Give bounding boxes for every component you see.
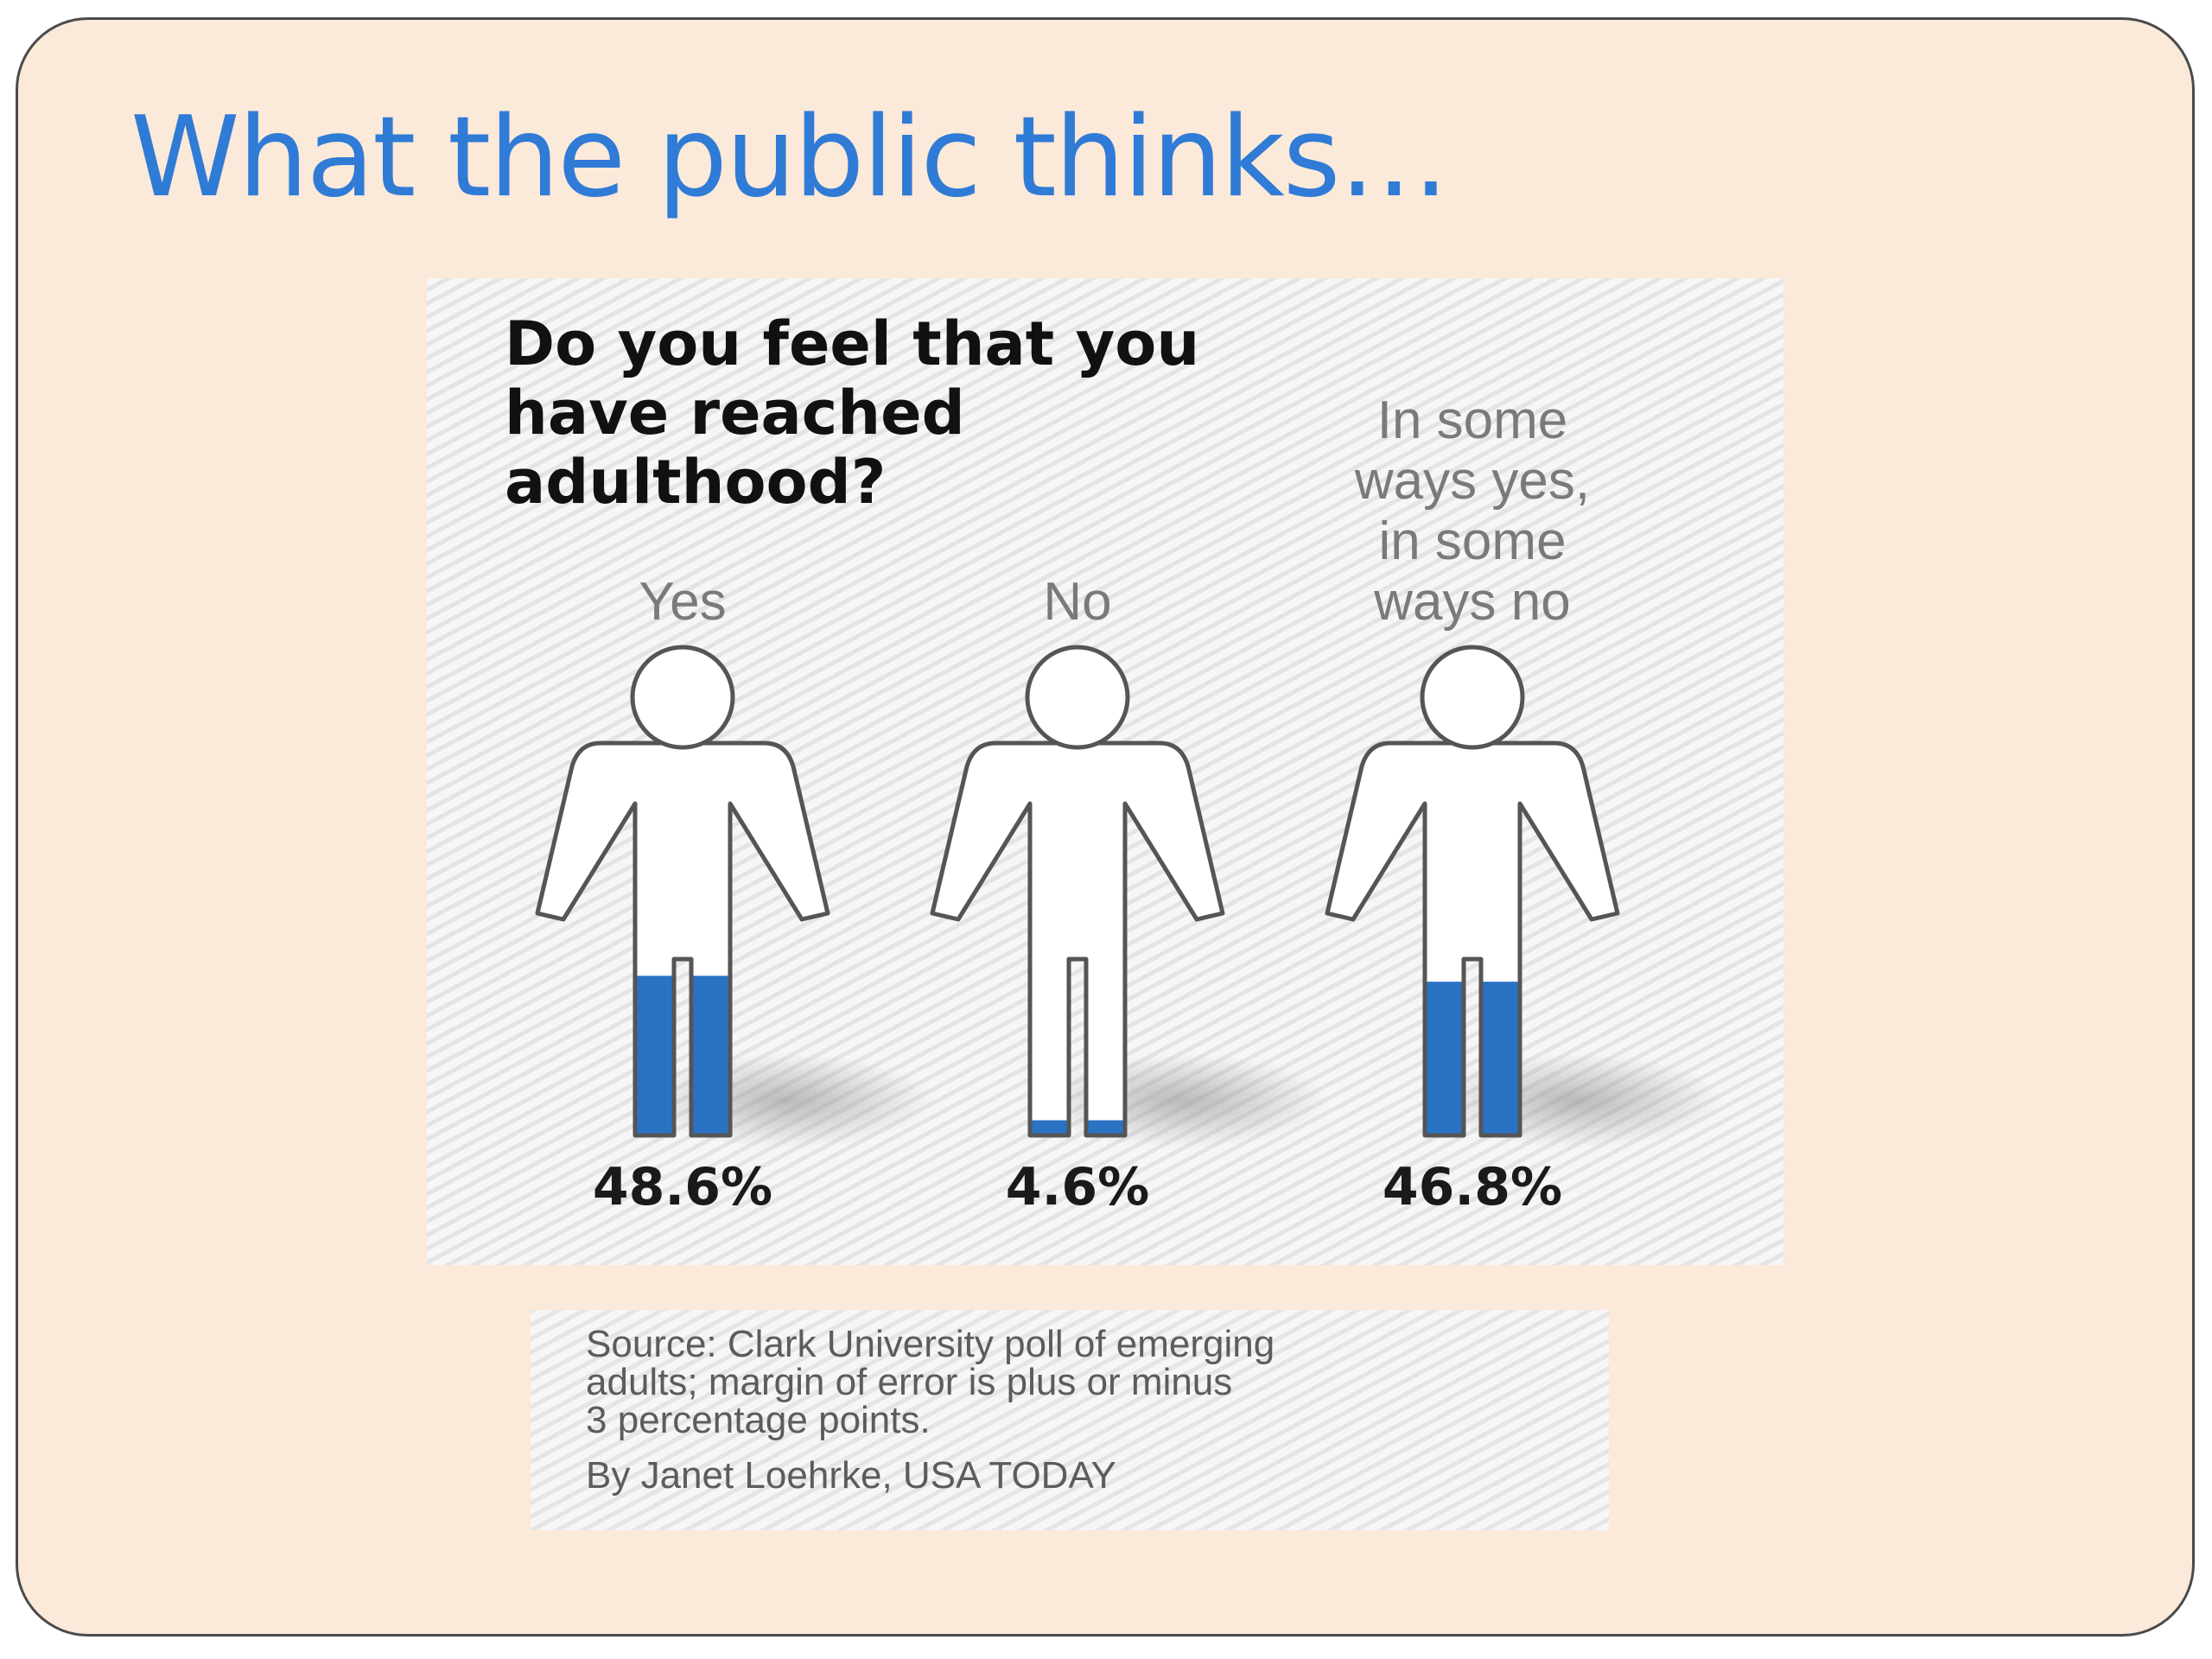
figure-outline xyxy=(535,741,830,1138)
chart-title-line-2: have reached xyxy=(505,378,965,448)
slide-title: What the public thinks… xyxy=(130,93,1449,222)
figure-head xyxy=(630,645,735,750)
value-label-no: 4.6% xyxy=(1006,1157,1149,1217)
value-label-in-some-ways-yes-in-some-ways-no: 46.8% xyxy=(1382,1157,1562,1217)
figure-yes: Yes 48.6% xyxy=(535,572,933,1217)
category-label-in-some-ways-yes-in-some-ways-no-line-2: ways yes, xyxy=(1354,451,1590,511)
source-text: Source: Clark University poll of emergin… xyxy=(586,1323,1275,1441)
value-label-yes: 48.6% xyxy=(593,1157,772,1217)
figure-shadow xyxy=(1034,1053,1328,1148)
figure-shadow xyxy=(1429,1053,1723,1148)
chart-title-line-1: Do you feel that you xyxy=(505,308,1199,379)
category-label-no: No xyxy=(1043,572,1111,632)
infographic-chart: Do you feel that you have reached adulth… xyxy=(427,278,1783,1265)
figure-outline xyxy=(930,741,1225,1138)
figure-outline xyxy=(1325,741,1620,1138)
figure-no: No 4.6% xyxy=(930,572,1328,1217)
chart-title-line-3: adulthood? xyxy=(505,447,886,518)
figure-shadow xyxy=(639,1053,933,1148)
chart-svg: Do you feel that you have reached adulth… xyxy=(505,308,1723,1217)
figure-head xyxy=(1420,645,1525,750)
credit-text: By Janet Loehrke, USA TODAY xyxy=(586,1454,1116,1497)
figure-head xyxy=(1025,645,1130,750)
category-label-in-some-ways-yes-in-some-ways-no-line-3: in some xyxy=(1378,512,1566,571)
category-label-in-some-ways-yes-in-some-ways-no-line-4: ways no xyxy=(1373,572,1570,632)
source-box: Source: Clark University poll of emergin… xyxy=(531,1310,1609,1530)
category-label-yes: Yes xyxy=(639,572,726,632)
category-label-in-some-ways-yes-in-some-ways-no-line-1: In some xyxy=(1377,391,1568,450)
